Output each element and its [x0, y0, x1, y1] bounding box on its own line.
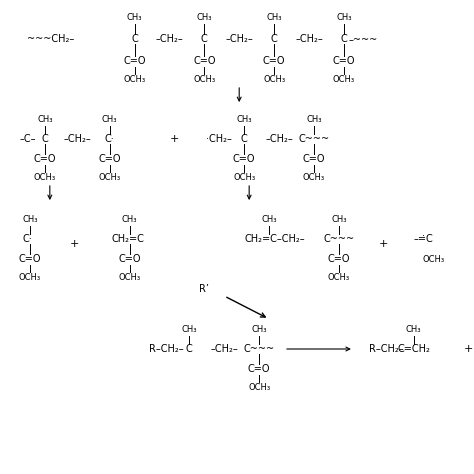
Text: OCH₃: OCH₃: [333, 74, 355, 83]
Text: CH₃: CH₃: [266, 12, 282, 21]
Text: R–CH₂–: R–CH₂–: [149, 344, 184, 354]
Text: C=O: C=O: [333, 56, 355, 66]
Text: +: +: [170, 134, 179, 144]
Text: C·: C·: [22, 234, 32, 244]
Text: C=O: C=O: [34, 154, 56, 164]
Text: +: +: [70, 239, 80, 249]
Text: C~~~: C~~~: [244, 344, 275, 354]
Text: OCH₃: OCH₃: [233, 173, 255, 182]
Text: C=O: C=O: [263, 56, 285, 66]
Text: –~~~: –~~~: [349, 34, 378, 44]
Text: CH₃: CH₃: [406, 325, 421, 334]
Text: CH₃: CH₃: [197, 12, 212, 21]
Text: –C–: –C–: [19, 134, 36, 144]
Text: OCH₃: OCH₃: [422, 255, 445, 264]
Text: ~~~CH₂–: ~~~CH₂–: [27, 34, 75, 44]
Text: C: C: [41, 134, 48, 144]
Text: C: C: [131, 34, 138, 44]
Text: CH₃: CH₃: [127, 12, 142, 21]
Text: C: C: [340, 34, 347, 44]
Text: CH₂=C: CH₂=C: [111, 234, 145, 244]
Text: C: C: [201, 34, 208, 44]
Text: C~~~: C~~~: [323, 234, 355, 244]
Text: C=O: C=O: [328, 254, 350, 264]
Text: CH₃: CH₃: [122, 215, 137, 224]
Text: OCH₃: OCH₃: [118, 273, 141, 282]
Text: CH₃: CH₃: [306, 115, 322, 124]
Text: C: C: [186, 344, 193, 354]
Text: C=O: C=O: [18, 254, 41, 264]
Text: CH₃: CH₃: [261, 215, 277, 224]
Text: C=O: C=O: [303, 154, 325, 164]
Text: +: +: [464, 344, 473, 354]
Text: CH₃: CH₃: [182, 325, 197, 334]
Text: R’: R’: [199, 284, 210, 294]
Text: OCH₃: OCH₃: [34, 173, 56, 182]
Text: C~~~: C~~~: [298, 134, 329, 144]
Text: CH₃: CH₃: [37, 115, 53, 124]
Text: –CH₂–: –CH₂–: [295, 34, 323, 44]
Text: –CH₂–: –CH₂–: [155, 34, 183, 44]
Text: OCH₃: OCH₃: [263, 74, 285, 83]
Text: ·CH₂–: ·CH₂–: [206, 134, 232, 144]
Text: CH₃: CH₃: [331, 215, 346, 224]
Text: C·: C·: [105, 134, 115, 144]
Text: –CH₂–: –CH₂–: [265, 134, 293, 144]
Text: C=O: C=O: [233, 154, 255, 164]
Text: CH₃: CH₃: [102, 115, 118, 124]
Text: CH₃: CH₃: [237, 115, 252, 124]
Text: –=C: –=C: [414, 234, 433, 244]
Text: OCH₃: OCH₃: [248, 383, 270, 392]
Text: –CH₂–: –CH₂–: [225, 34, 253, 44]
Text: OCH₃: OCH₃: [124, 74, 146, 83]
Text: ·: ·: [422, 231, 425, 241]
Text: CH₃: CH₃: [336, 12, 352, 21]
Text: R–CH₂–: R–CH₂–: [369, 344, 403, 354]
Text: OCH₃: OCH₃: [193, 74, 215, 83]
Text: OCH₃: OCH₃: [328, 273, 350, 282]
Text: C: C: [241, 134, 247, 144]
Text: OCH₃: OCH₃: [99, 173, 121, 182]
Text: OCH₃: OCH₃: [303, 173, 325, 182]
Text: +: +: [379, 239, 388, 249]
Text: C: C: [271, 34, 277, 44]
Text: CH₂=C–CH₂–: CH₂=C–CH₂–: [244, 234, 305, 244]
Text: OCH₃: OCH₃: [19, 273, 41, 282]
Text: C=O: C=O: [118, 254, 141, 264]
Text: –CH₂–: –CH₂–: [64, 134, 91, 144]
Text: C=O: C=O: [99, 154, 121, 164]
Text: CH₃: CH₃: [22, 215, 37, 224]
Text: C=O: C=O: [248, 364, 270, 374]
Text: C=O: C=O: [193, 56, 216, 66]
Text: C=CH₂: C=CH₂: [397, 344, 430, 354]
Text: –CH₂–: –CH₂–: [210, 344, 238, 354]
Text: C=O: C=O: [123, 56, 146, 66]
Text: CH₃: CH₃: [251, 325, 267, 334]
